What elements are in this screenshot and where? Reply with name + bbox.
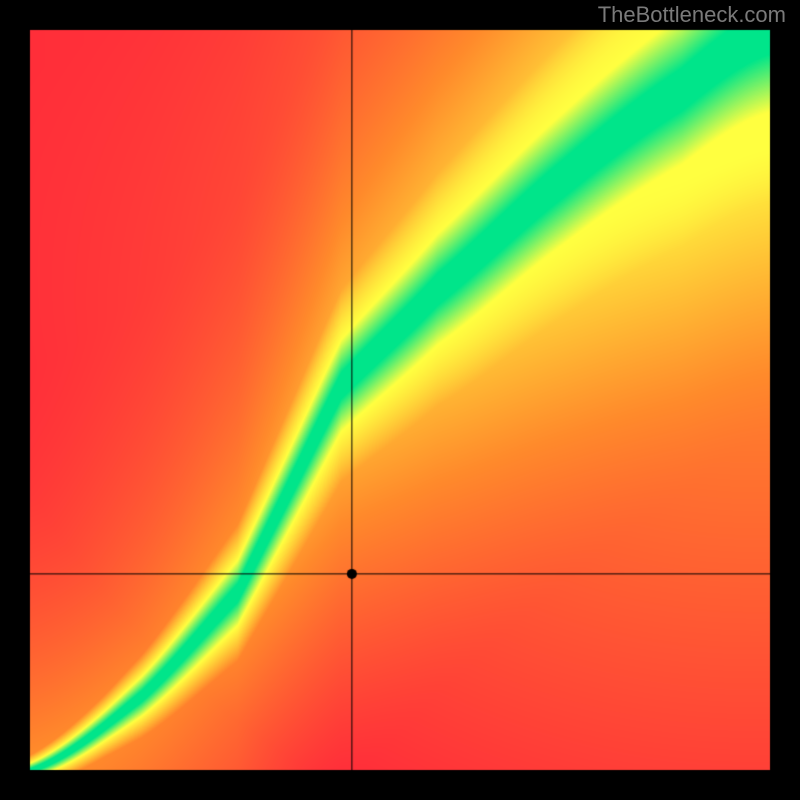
watermark-text: TheBottleneck.com xyxy=(598,2,786,28)
bottleneck-heatmap-canvas xyxy=(0,0,800,800)
chart-container: TheBottleneck.com xyxy=(0,0,800,800)
